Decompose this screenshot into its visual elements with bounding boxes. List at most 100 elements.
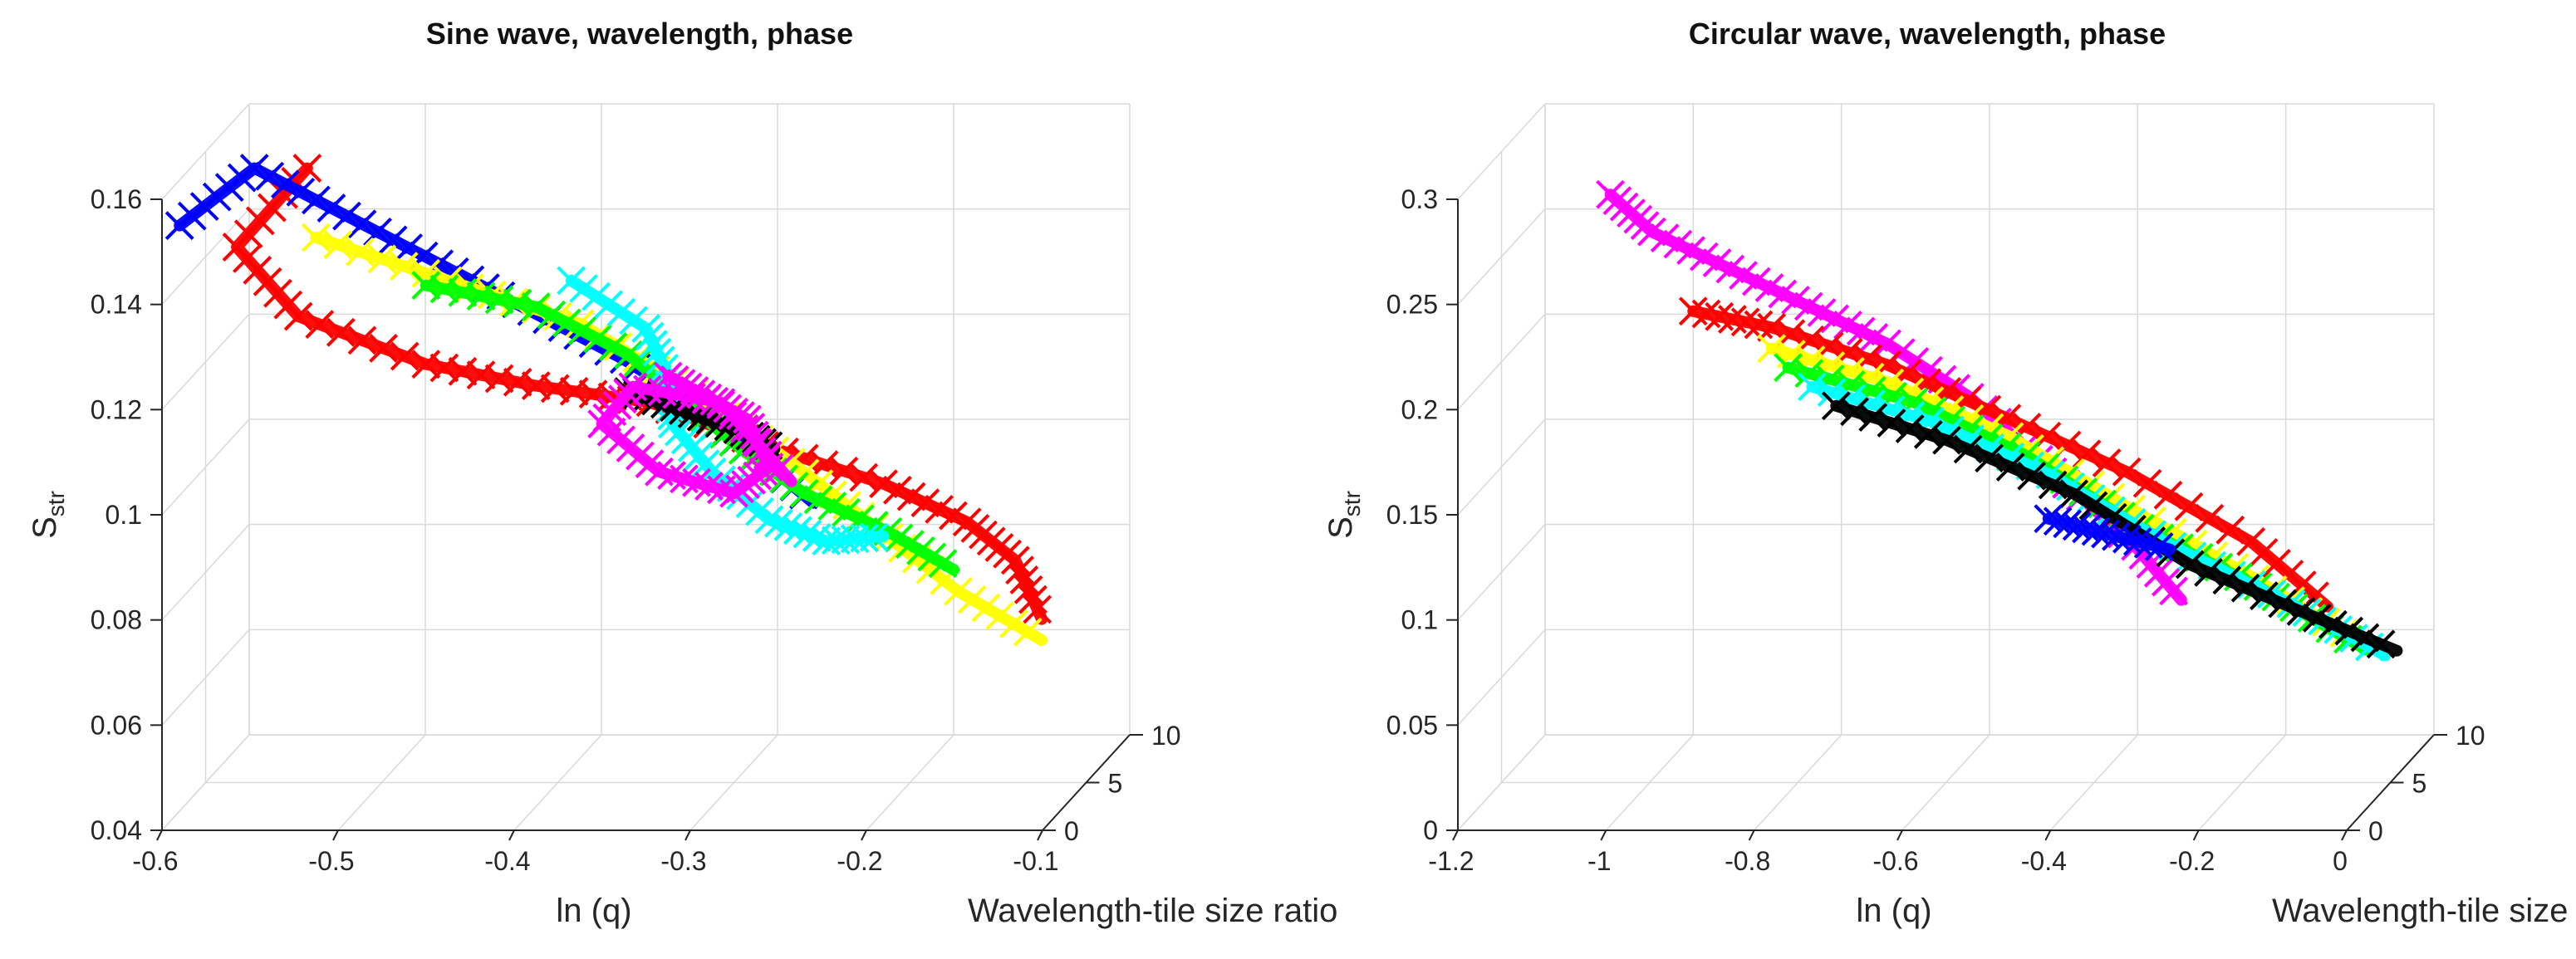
data-point-marker <box>378 225 408 255</box>
data-point-marker <box>598 332 628 361</box>
data-point-marker <box>639 330 668 360</box>
x-tick-mark <box>1896 829 1903 841</box>
x-tick-mark <box>156 829 163 841</box>
data-point-marker <box>686 402 716 432</box>
x-tick-mark <box>1600 829 1607 841</box>
data-point-marker <box>255 161 285 191</box>
data-point-marker <box>1757 334 1787 364</box>
x-tick-mark <box>684 829 691 841</box>
data-point-marker <box>999 609 1028 639</box>
z-tick-label: 0.05 <box>1386 710 1438 740</box>
data-point-marker <box>845 504 875 534</box>
grid-line <box>1457 103 1546 200</box>
data-point-marker <box>448 356 478 386</box>
x-tick-label: -0.4 <box>484 846 530 876</box>
data-point-marker <box>1995 453 2025 482</box>
data-point-marker <box>429 353 459 383</box>
data-point-marker <box>302 185 331 215</box>
x-tick-mark <box>861 829 867 841</box>
data-point-marker <box>552 308 581 338</box>
data-point-marker <box>1872 329 1902 359</box>
data-point-marker <box>2286 597 2316 626</box>
data-point-marker <box>301 223 331 252</box>
data-point-marker <box>763 508 793 538</box>
y-axis-label: Wavelength-tile size ratio <box>968 893 1337 929</box>
data-point-marker <box>1776 319 1806 349</box>
data-point-marker <box>1913 419 1943 449</box>
data-point-marker <box>882 475 912 505</box>
data-point-marker <box>910 488 940 518</box>
chart-panel-circular: -1.2 -1 -0.8 -0.6 -0.4 -0.2 0051000.050.10.150… <box>1322 17 2576 929</box>
data-point-marker <box>859 522 889 552</box>
z-axis-label-sub: str <box>43 491 69 516</box>
x-tick-mark <box>2341 829 2348 841</box>
data-point-marker <box>411 271 441 301</box>
grid-line <box>1457 418 1546 516</box>
data-point-marker <box>680 375 709 405</box>
data-point-marker <box>2122 526 2152 556</box>
y-tick-label: 10 <box>1151 721 1181 751</box>
y-tick-label: 0 <box>1064 816 1079 846</box>
y-tick-label: 10 <box>2456 721 2485 751</box>
data-point-marker <box>164 211 194 241</box>
data-point-marker <box>2159 576 2188 606</box>
data-point-marker <box>2038 470 2068 500</box>
data-point-marker <box>594 290 624 320</box>
x-axis-label: ln (q) <box>556 893 631 929</box>
data-point-marker <box>792 519 822 549</box>
grid-line <box>1457 313 1546 410</box>
data-point-marker <box>783 516 812 546</box>
data-point-marker <box>938 501 968 531</box>
grid-line <box>161 629 250 726</box>
grid-line <box>161 208 250 306</box>
data-point-marker <box>583 324 612 354</box>
data-point-marker <box>270 169 300 199</box>
z-tick-label: 0 <box>1423 815 1438 845</box>
data-point-marker <box>635 321 665 351</box>
data-point-marker <box>2175 550 2205 580</box>
data-point-marker <box>896 482 926 511</box>
data-point-marker <box>1975 443 2004 473</box>
series-6 <box>2034 504 2176 561</box>
data-point-marker <box>537 300 567 330</box>
x-tick-label: -0.5 <box>308 846 354 876</box>
data-point-marker <box>177 201 207 231</box>
x-tick-label: -0.8 <box>1725 846 1770 876</box>
data-point-marker <box>239 154 269 183</box>
data-point-marker <box>202 182 232 212</box>
data-point-marker <box>316 193 346 223</box>
z-tick-label: 0.12 <box>91 394 142 424</box>
series-6 <box>587 361 797 508</box>
data-point-marker <box>809 450 839 480</box>
data-point-marker <box>928 549 958 579</box>
y-tick-label: 5 <box>1108 769 1123 799</box>
data-point-marker <box>817 492 847 521</box>
x-tick-label: -0.1 <box>1013 846 1058 876</box>
data-point-marker <box>286 177 316 207</box>
z-axis-label-main: S <box>27 516 63 539</box>
data-point-marker <box>803 485 833 515</box>
x-tick-mark <box>332 829 339 841</box>
chart-panel-sine: -0.6 -0.5 -0.4 -0.3 -0.2 -0.105 10 0.04 0.06 0.08… <box>27 17 1337 929</box>
series-5 <box>1821 391 2403 659</box>
data-point-marker <box>645 345 675 375</box>
data-point-marker <box>367 244 397 274</box>
data-point-marker <box>2132 468 2162 498</box>
data-point-marker <box>484 364 514 394</box>
data-point-marker <box>503 367 532 397</box>
data-point-marker <box>2133 529 2163 559</box>
data-point-marker <box>569 274 599 303</box>
data-point-marker <box>1774 353 1803 383</box>
z-axis-label-main: S <box>1322 516 1359 539</box>
data-point-marker <box>2059 479 2089 509</box>
grid-line <box>1457 629 1546 726</box>
x-tick-label: -0.2 <box>2169 846 2215 876</box>
data-point-marker <box>411 350 441 379</box>
x-tick-label: -0.6 <box>132 846 178 876</box>
x-tick-mark <box>1748 829 1755 841</box>
data-point-marker <box>1000 546 1030 575</box>
data-point-marker <box>283 301 313 331</box>
z-tick-label: 0.1 <box>1401 605 1438 635</box>
data-point-marker <box>305 310 335 340</box>
data-point-marker <box>448 277 478 307</box>
